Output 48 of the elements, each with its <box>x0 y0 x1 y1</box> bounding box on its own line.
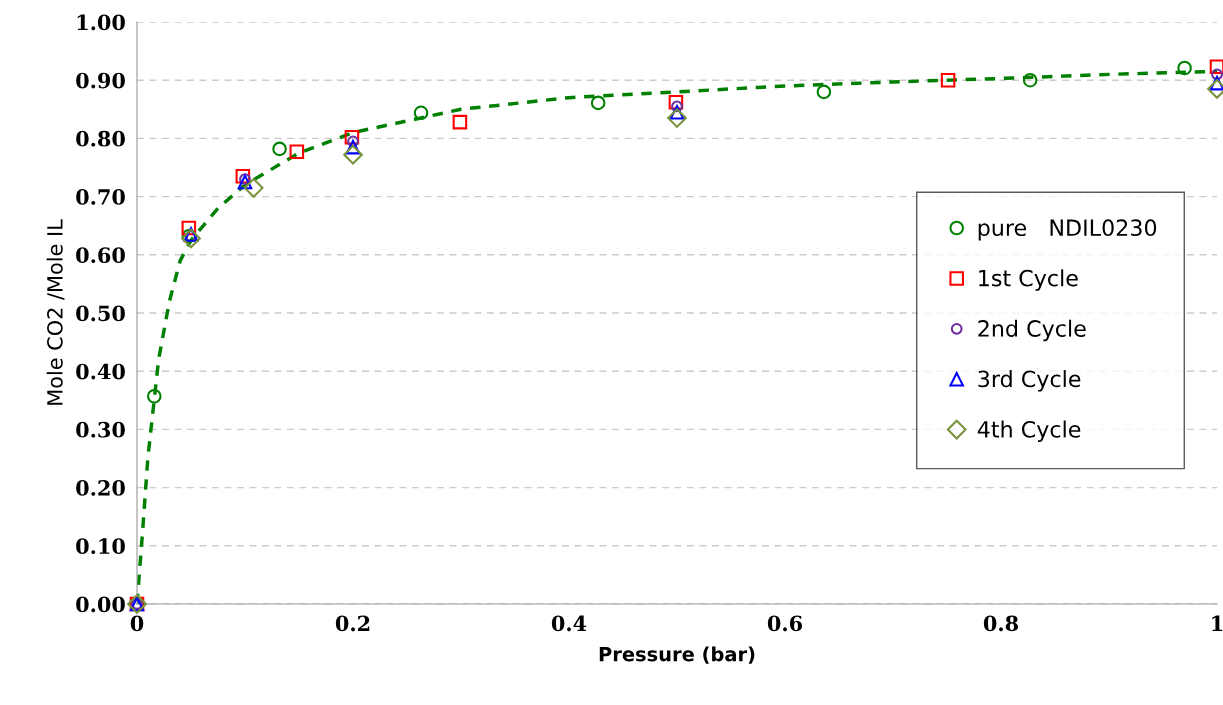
point <box>668 95 684 110</box>
point <box>181 220 197 236</box>
y-tick-label: 0.30 <box>76 421 125 438</box>
y-tick-label: 0.90 <box>76 72 125 89</box>
legend-label: 1st Cycle <box>979 269 1078 291</box>
legend-label: 3rd Cycle <box>978 370 1081 392</box>
point <box>413 105 429 121</box>
point <box>237 174 253 190</box>
y-tick-label: 0.60 <box>76 247 125 264</box>
point <box>940 72 956 88</box>
point <box>1211 68 1223 81</box>
point <box>816 84 832 100</box>
x-tick-label: 0 <box>130 615 144 632</box>
point <box>243 177 264 198</box>
y-tick-label: 1.00 <box>77 14 125 31</box>
point <box>590 95 606 111</box>
point <box>181 228 201 249</box>
point <box>239 173 251 186</box>
y-tick-label: 0.50 <box>76 305 125 322</box>
legend-label: pure NDIL0230 <box>978 219 1157 241</box>
point <box>289 144 305 160</box>
x-tick-label: 0.6 <box>767 615 802 632</box>
point <box>671 100 683 113</box>
point <box>452 114 468 130</box>
y-tick-label: 0.10 <box>76 538 125 555</box>
y-tick-label: 0.40 <box>76 363 125 380</box>
x-axis-title: Pressure (bar) <box>599 646 755 664</box>
y-tick-label: 0.70 <box>76 189 125 205</box>
point <box>1177 60 1192 76</box>
point <box>272 141 287 157</box>
point <box>343 144 363 165</box>
point <box>235 168 251 184</box>
x-tick-label: 1 <box>1212 615 1223 631</box>
legend-label: 4th Cycle <box>977 420 1081 443</box>
x-tick-label: 0.8 <box>983 615 1018 632</box>
y-tick-label: 0.80 <box>76 130 125 147</box>
x-tick-label: 0.4 <box>551 615 587 632</box>
point <box>146 388 162 404</box>
point <box>1209 59 1223 75</box>
x-tick-label: 0.2 <box>335 615 370 632</box>
y-tick-label: 0.20 <box>76 480 125 496</box>
point <box>344 129 360 145</box>
legend-label: 2nd Cycle <box>978 319 1086 342</box>
point <box>1022 72 1038 88</box>
y-axis-title: Mole CO2 /Mole IL <box>46 219 65 405</box>
y-tick-label: 0.00 <box>76 596 125 613</box>
point <box>347 135 359 148</box>
point <box>667 108 687 128</box>
